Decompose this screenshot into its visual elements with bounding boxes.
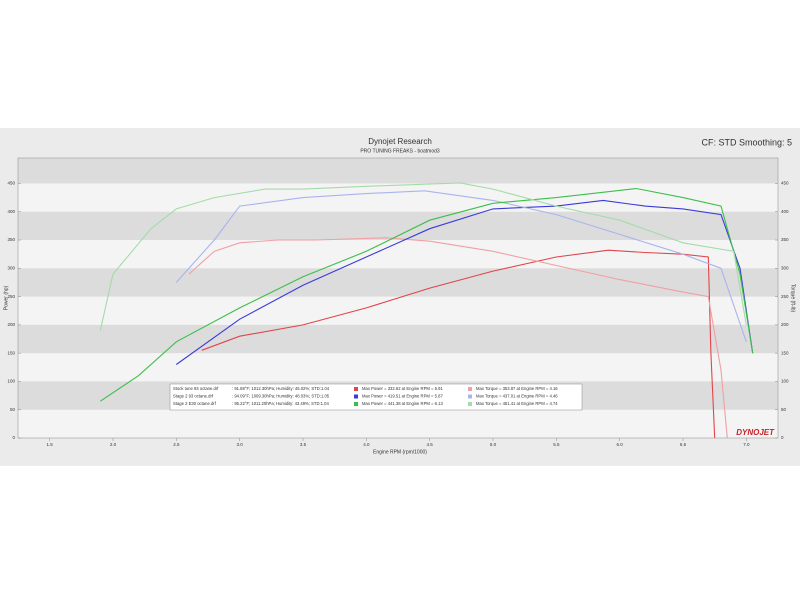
x-tick-label: 3.5 [300, 442, 307, 447]
y2-tick-label: 50 [781, 407, 787, 412]
y2-tick-label: 0 [781, 435, 784, 440]
y2-tick-label: 250 [781, 294, 789, 299]
plot-frame [17, 157, 779, 439]
legend-max-power: Max Power = 332.62 at Engine RPM = 5.91 [362, 386, 443, 391]
y2-tick-label: 100 [781, 379, 789, 384]
y-tick-label: 150 [7, 350, 15, 355]
y-axis-label: Power (hp) [3, 285, 9, 310]
x-tick-label: 6.5 [680, 442, 687, 447]
legend-swatch [354, 394, 358, 399]
y-tick-label: 250 [7, 294, 15, 299]
y-tick-label: 50 [10, 407, 16, 412]
series-line [201, 249, 716, 439]
x-tick-label: 4.0 [363, 442, 370, 447]
legend-conditions: : 94.09°F; 1009.30hPa; Humidity: 48.03%;… [232, 394, 330, 399]
y2-tick-label: 200 [781, 322, 789, 327]
legend-box [169, 383, 583, 411]
x-tick-label: 1.5 [47, 442, 54, 447]
y2-axis-label: Torque (ft-lb) [790, 284, 796, 313]
y-tick-label: 200 [7, 322, 15, 327]
legend-max-torque: Max Torque = 437.01 at Engine RPM = 4.46 [476, 394, 558, 399]
grid-band [18, 158, 778, 184]
legend-max-torque: Max Torque = 353.87 at Engine RPM = 4.16 [476, 386, 558, 391]
y2-tick-label: 400 [781, 209, 789, 214]
y2-tick-label: 350 [781, 237, 789, 242]
legend-max-power: Max Power = 419.51 at Engine RPM = 5.87 [362, 394, 443, 399]
y-tick-label: 100 [7, 379, 15, 384]
x-tick-label: 6.0 [617, 442, 624, 447]
chart-subtitle: PRO TUNING FREAKS - boatmod3 [360, 148, 440, 154]
legend-file: Stage 2 93 octane.drf [173, 394, 214, 399]
legend-max-power: Max Power = 441.38 at Engine RPM = 6.13 [362, 401, 443, 406]
y-tick-label: 0 [12, 435, 15, 440]
y-tick-label: 400 [7, 209, 15, 214]
legend-conditions: : 91.88°F; 1012.30hPa; Humidity: 45.02%;… [232, 386, 330, 391]
series-line [99, 187, 754, 402]
y-tick-label: 300 [7, 265, 15, 270]
logo: DYNOJET [736, 428, 775, 437]
grid-band [18, 324, 778, 354]
y2-tick-label: 450 [781, 181, 789, 186]
legend-swatch [468, 394, 472, 399]
x-tick-label: 4.5 [427, 442, 434, 447]
legend-swatch [354, 387, 358, 391]
legend-file: Stock tune 93 octane.drf [173, 386, 219, 391]
y2-tick-label: 300 [781, 265, 789, 270]
grid-band [18, 268, 778, 297]
settings-text: CF: STD Smoothing: 5 [701, 137, 792, 147]
legend-swatch [468, 387, 472, 391]
x-tick-label: 5.0 [490, 442, 497, 447]
legend-conditions: : 95.22°F; 1011.20hPa; Humidity: 43.49%;… [232, 401, 329, 406]
series-line [188, 237, 728, 439]
y2-tick-label: 150 [781, 350, 789, 355]
series-line [175, 190, 747, 342]
y-tick-label: 450 [7, 181, 15, 186]
chart-title: Dynojet Research [368, 137, 432, 146]
legend-swatch [354, 402, 358, 406]
x-tick-label: 7.0 [743, 442, 750, 447]
x-tick-label: 2.0 [110, 442, 117, 447]
x-tick-label: 5.5 [553, 442, 560, 447]
x-axis-label: Engine RPM (rpm/1000) [373, 449, 427, 455]
legend-max-torque: Max Torque = 451.41 at Engine RPM = 4.74 [476, 401, 558, 406]
x-tick-label: 2.5 [173, 442, 180, 447]
x-tick-label: 3.0 [237, 442, 244, 447]
legend-swatch [468, 402, 472, 406]
y-tick-label: 350 [7, 237, 15, 242]
legend-file: Stage 2 E30 octane.drf [173, 401, 217, 406]
series-line [99, 182, 747, 331]
